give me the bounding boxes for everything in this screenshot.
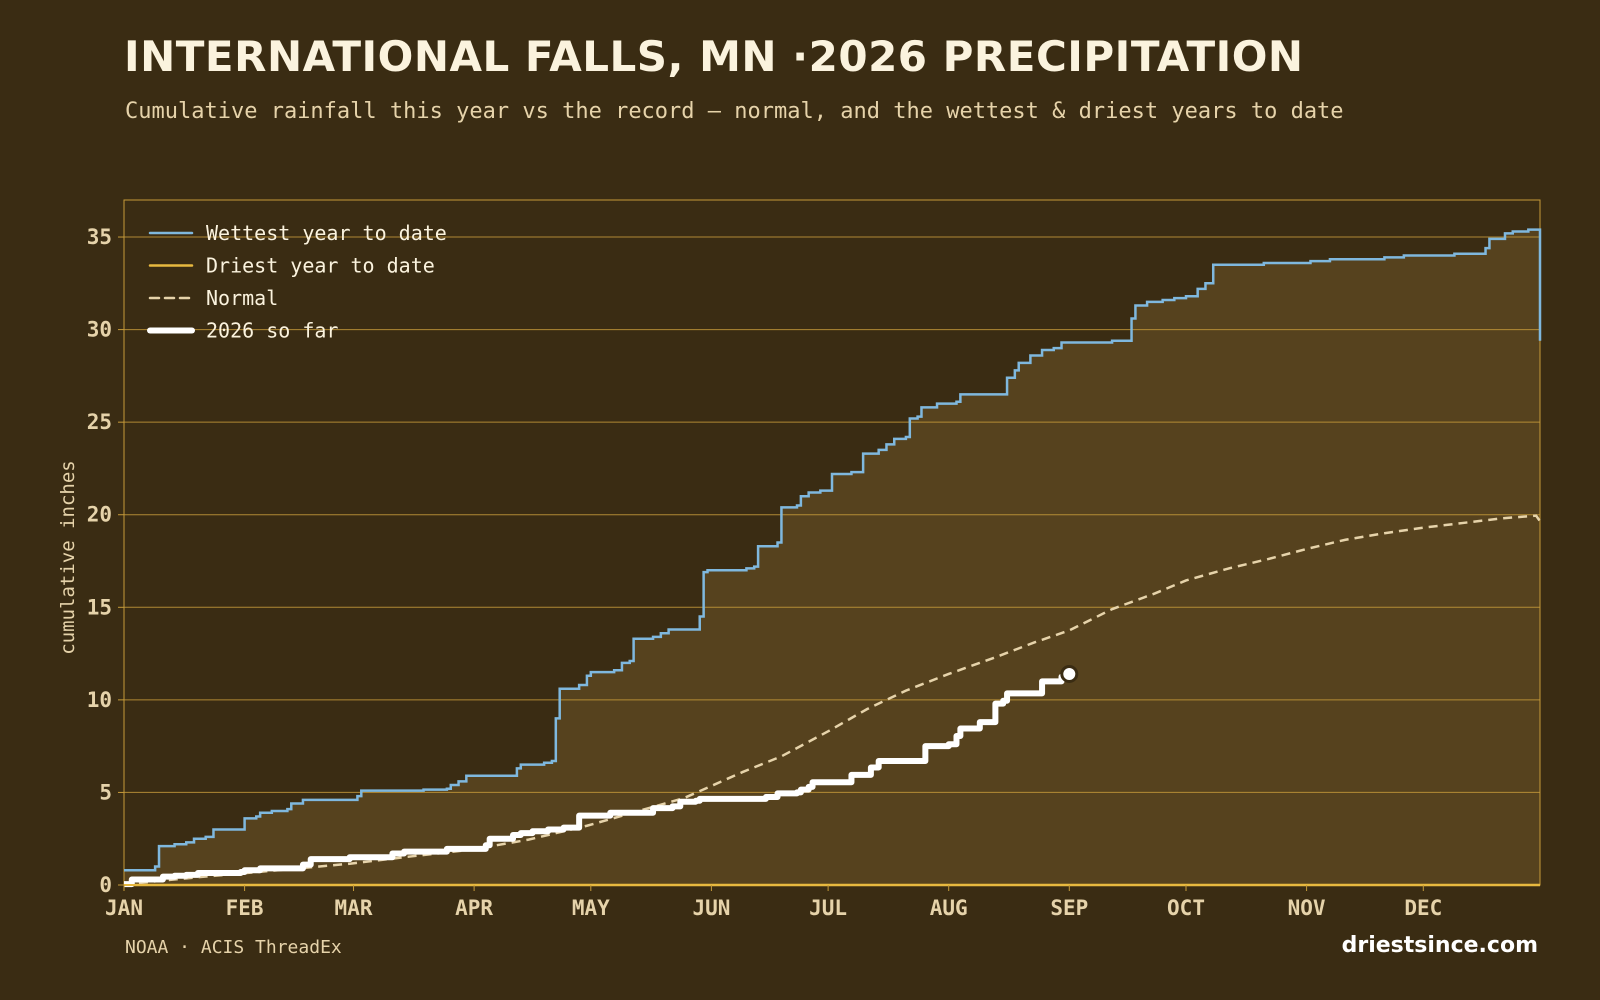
axes: 0 5 10 15 20 25 30 35 JAN FEB MAR APR MAY JUN JUL AUG SE… bbox=[87, 225, 1540, 920]
chart-subtitle: Cumulative rainfall this year vs the rec… bbox=[125, 99, 1344, 124]
y-tick-label: 35 bbox=[87, 225, 112, 249]
current-marker bbox=[1060, 664, 1079, 683]
wettest-area-fill bbox=[124, 229, 1540, 885]
wettest-driest-band bbox=[124, 229, 1540, 885]
x-tick-label: FEB bbox=[226, 896, 264, 920]
x-tick-label: MAR bbox=[335, 896, 373, 920]
series-line-wettest bbox=[124, 228, 1542, 872]
y-tick-label: 15 bbox=[87, 595, 112, 619]
x-tick-label: JUL bbox=[809, 896, 847, 920]
series-line-normal bbox=[123, 514, 1542, 886]
x-tick-label: NOV bbox=[1288, 896, 1326, 920]
x-tick-label: DEC bbox=[1404, 896, 1442, 920]
x-tick-label: SEP bbox=[1050, 896, 1088, 920]
x-tick-label: AUG bbox=[930, 896, 968, 920]
x-tick-label: JAN bbox=[105, 896, 143, 920]
y-axis-label: cumulative inches bbox=[57, 460, 79, 654]
y-tick-label: 0 bbox=[99, 873, 112, 897]
legend: Wettest year to date Driest year to date N… bbox=[147, 221, 447, 343]
x-tick-label: OCT bbox=[1167, 896, 1205, 920]
x-tick-label: MAY bbox=[572, 896, 610, 920]
y-tick-label: 30 bbox=[87, 318, 112, 342]
y-tick-label: 25 bbox=[87, 410, 112, 434]
legend-label-wettest: Wettest year to date bbox=[206, 221, 447, 245]
legend-label-current: 2026 so far bbox=[206, 319, 338, 343]
y-tick-label: 5 bbox=[99, 780, 112, 804]
legend-label-driest: Driest year to date bbox=[206, 254, 435, 278]
brand-link[interactable]: driestsince.com bbox=[1341, 933, 1538, 958]
y-tick-label: 20 bbox=[87, 503, 112, 527]
data-source: NOAA · ACIS ThreadEx bbox=[125, 937, 342, 958]
series-line-current bbox=[124, 673, 1069, 888]
x-tick-label: JUN bbox=[692, 896, 730, 920]
y-tick-label: 10 bbox=[87, 688, 112, 712]
chart-title: INTERNATIONAL FALLS, MN ·2026 PRECIPITAT… bbox=[124, 32, 1304, 81]
gridlines bbox=[123, 199, 1541, 886]
legend-label-normal: Normal bbox=[206, 286, 278, 310]
x-tick-label: APR bbox=[455, 896, 493, 920]
